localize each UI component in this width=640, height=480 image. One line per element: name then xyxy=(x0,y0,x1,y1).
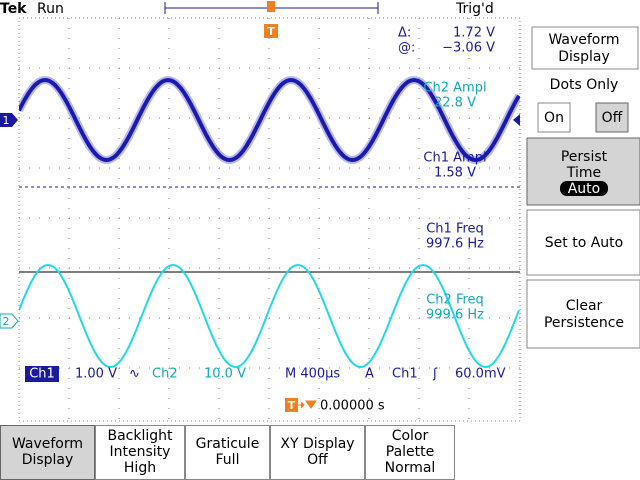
trigger-source: Ch1 xyxy=(392,367,418,382)
ch1-waveform xyxy=(19,77,520,163)
on-button[interactable] xyxy=(537,102,571,133)
persist-label: Persist xyxy=(561,149,608,165)
trigger-slope: ʃ xyxy=(432,367,438,382)
bottom-menu-label: Color xyxy=(392,428,429,444)
bottom-menu-label: High xyxy=(124,460,156,476)
trigger-marker-label: T xyxy=(267,25,275,38)
ch1-marker xyxy=(0,113,18,127)
brand: Tek xyxy=(0,1,27,17)
menu-title: Waveform xyxy=(548,32,619,48)
trigger-position-bar xyxy=(164,1,379,14)
at-label: @: xyxy=(398,41,415,56)
measurement-label: Ch1 Ampl xyxy=(423,151,486,166)
waveforms xyxy=(19,75,520,369)
dots-only-label: Dots Only xyxy=(550,77,619,93)
clear-persistence-button[interactable] xyxy=(526,279,640,349)
bottom-menu-label: Normal xyxy=(385,460,436,476)
ch2-label: Ch2 xyxy=(152,367,178,382)
ch1-coupling: ∿ xyxy=(129,367,140,382)
off-label: Off xyxy=(602,110,623,126)
bottom-menu-label: Full xyxy=(216,452,240,468)
acq-mode: A xyxy=(365,367,374,382)
trigger-level: 60.0mV xyxy=(455,367,506,382)
menu-title: Display xyxy=(558,49,610,65)
ref-arrow xyxy=(513,114,520,126)
bottom-menu-label: Graticule xyxy=(196,436,260,452)
graticule xyxy=(18,17,521,422)
bottom-menu-label: Palette xyxy=(386,444,435,460)
ch2-marker xyxy=(0,313,19,329)
ch1-badge-label: Ch1 xyxy=(29,367,55,382)
trigger-status: Trig'd xyxy=(455,1,494,17)
ch1-scale: 1.00 V xyxy=(75,367,117,382)
measurement-label: Ch2 Freq xyxy=(426,293,484,308)
measurement-value: 997.6 Hz xyxy=(426,237,484,252)
set-to-auto-label: Set to Auto xyxy=(545,235,623,251)
off-button[interactable] xyxy=(595,102,629,133)
timebase: M 400μs xyxy=(285,367,340,382)
ch2-scale: 10.0 V xyxy=(204,367,246,382)
clear-persistence-label: Persistence xyxy=(544,315,624,331)
on-label: On xyxy=(544,110,564,126)
trigger-offset: 0.00000 s xyxy=(320,399,385,414)
trigger-offset-icon-label: T xyxy=(288,399,296,412)
trigger-offset-arrow xyxy=(298,400,317,409)
measurement-label: Ch1 Freq xyxy=(426,222,484,237)
bottom-menu-label: XY Display xyxy=(280,436,354,452)
bottom-menu-button[interactable] xyxy=(270,425,365,480)
bottom-menu-label: Backlight xyxy=(107,428,173,444)
measurement-value: 1.58 V xyxy=(434,166,476,181)
persist-value-pill xyxy=(560,181,608,196)
ch1-badge xyxy=(25,366,59,382)
bottom-menu-label: Off xyxy=(307,452,328,468)
run-state: Run xyxy=(37,1,64,17)
menu-title-box xyxy=(531,26,639,70)
persist-value: Auto xyxy=(568,181,601,197)
delta-value: 1.72 V xyxy=(453,26,495,41)
measurement-value: 999.6 Hz xyxy=(426,308,484,323)
delta-label: Δ: xyxy=(398,26,411,41)
ch2-marker-label: 2 xyxy=(3,315,10,328)
bottom-menu-button[interactable] xyxy=(95,425,185,480)
clear-persistence-label: Clear xyxy=(566,298,603,314)
set-to-auto-button[interactable] xyxy=(526,209,640,276)
trigger-marker xyxy=(264,24,278,38)
ch1-marker-label: 1 xyxy=(3,114,10,127)
at-value: −3.06 V xyxy=(442,41,495,56)
measurement-value: 22.8 V xyxy=(434,96,476,111)
bottom-menu-button[interactable] xyxy=(365,425,455,480)
bottom-menu-label: Intensity xyxy=(110,444,171,460)
bottom-menu-label: Waveform xyxy=(12,436,83,452)
ch2-waveform xyxy=(19,263,520,369)
bottom-menu-label: Display xyxy=(22,452,74,468)
bottom-menu-button[interactable] xyxy=(185,425,270,480)
bottom-menu-button[interactable] xyxy=(0,425,95,480)
measurement-label: Ch2 Ampl xyxy=(423,81,486,96)
persist-label: Time xyxy=(566,165,601,181)
trigger-offset-icon xyxy=(285,398,298,412)
